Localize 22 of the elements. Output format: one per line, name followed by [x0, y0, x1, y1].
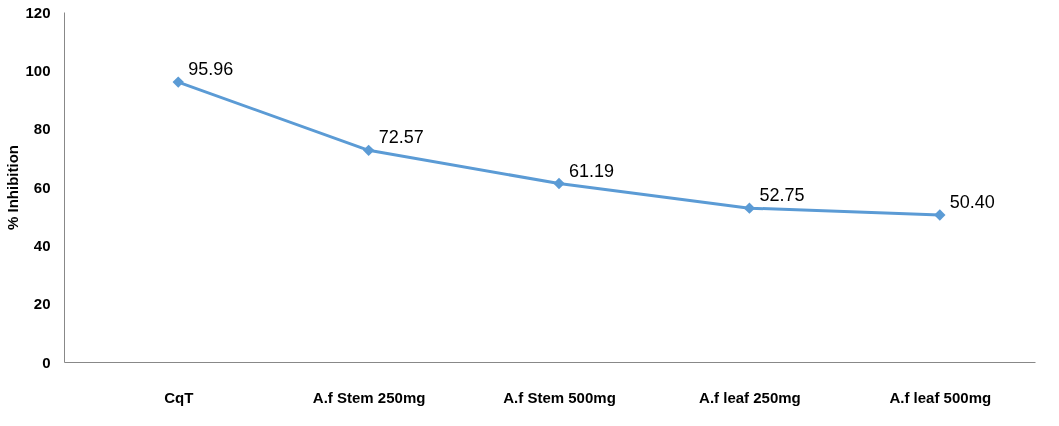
x-tick-label: A.f leaf 250mg: [699, 388, 801, 406]
y-tick-label: 100: [25, 61, 51, 79]
y-axis-title: % Inhibition: [4, 145, 22, 230]
point: [553, 177, 565, 190]
point: [172, 76, 184, 88]
y-tick-label: 120: [25, 3, 51, 21]
x-tick-label: A.f Stem 500mg: [503, 388, 616, 406]
x-tick-label: A.f Stem 250mg: [312, 388, 426, 406]
y-tick-label: 80: [33, 120, 51, 138]
y-tick-label: 0: [42, 353, 51, 371]
y-tick-label: 60: [33, 178, 51, 196]
point: [362, 144, 375, 157]
point: [934, 209, 946, 221]
y-tick-label: 40: [33, 236, 51, 254]
data-label: 50.40: [949, 192, 995, 212]
x-tick-label: A.f leaf 500mg: [889, 388, 992, 406]
x-tick-label: CqT: [164, 388, 194, 406]
y-tick-label: 20: [33, 295, 51, 313]
data-label: 61.19: [569, 160, 615, 181]
data-label: 72.57: [378, 127, 424, 148]
data-label: 95.96: [188, 59, 234, 80]
data-label: 52.75: [759, 185, 805, 206]
